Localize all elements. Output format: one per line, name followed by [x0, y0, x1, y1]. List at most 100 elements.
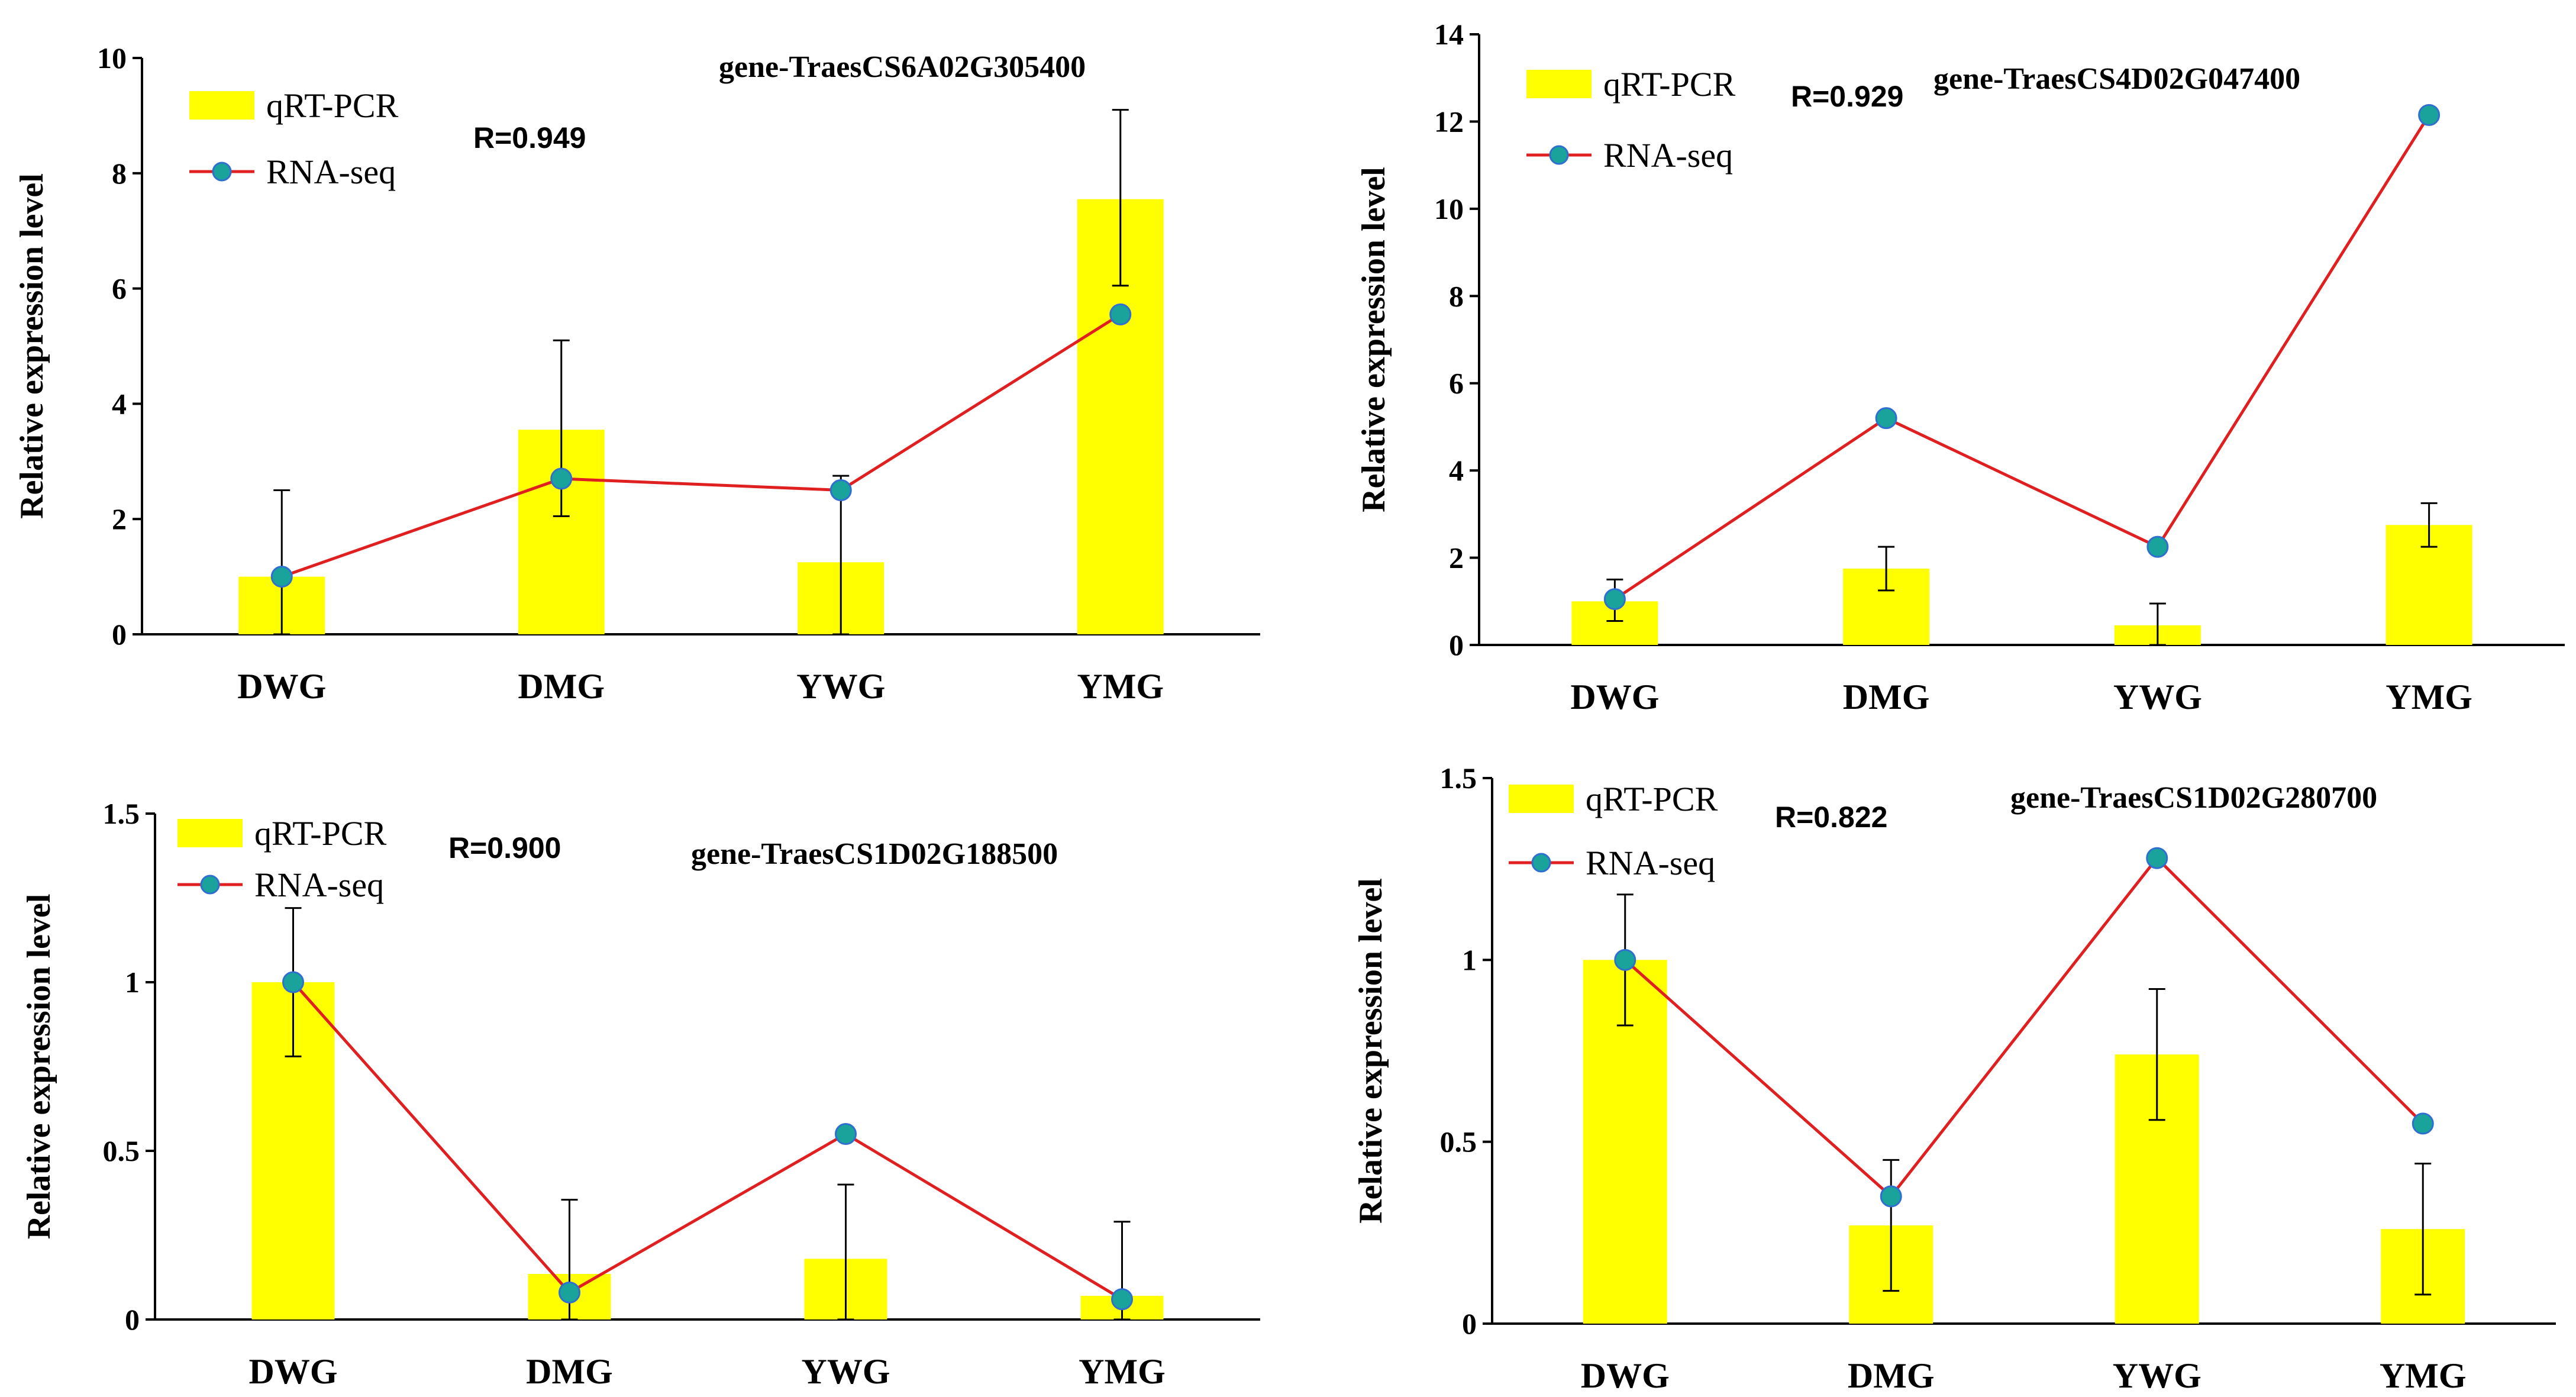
y-tick-label: 14 — [1434, 18, 1464, 51]
rna-seq-point-ymg — [1111, 1288, 1133, 1311]
correlation-label: R=0.822 — [1775, 801, 1887, 834]
legend-line-label: RNA-seq — [266, 153, 396, 191]
rna-seq-point-ywg — [2146, 535, 2169, 558]
legend-bar-swatch — [189, 91, 254, 120]
rna-seq-point-dmg — [559, 1281, 580, 1304]
error-bar-ywg — [2148, 988, 2165, 1121]
y-tick-label: 4 — [1449, 454, 1464, 487]
chart-title: gene-TraesCS4D02G047400 — [1933, 62, 2300, 96]
y-axis-title: Relative expression level — [21, 894, 57, 1240]
chart-panel-1: 0 2 4 6 8 10 Relative expression level DWG DMG YW… — [14, 41, 1260, 706]
y-axis-title: Relative expression level — [1355, 167, 1392, 512]
rna-seq-point-dwg — [282, 971, 304, 993]
rna-seq-point-dwg — [270, 566, 293, 588]
error-bar-ymg — [2420, 502, 2438, 548]
rna-seq-line — [1624, 856, 2425, 1199]
rna-seq-point-dwg — [1603, 588, 1626, 611]
x-category-label: YWG — [802, 1352, 890, 1391]
legend: qRT-PCR RNA-seq — [1526, 65, 1736, 175]
legend-bar-label: qRT-PCR — [254, 814, 387, 853]
rna-seq-point-dwg — [1614, 948, 1636, 971]
x-category-label: DMG — [1848, 1356, 1935, 1395]
rna-seq-line — [281, 313, 1122, 578]
rna-seq-point-dmg — [1880, 1185, 1902, 1208]
x-category-label: DWG — [1581, 1356, 1670, 1395]
y-tick-label: 0 — [1462, 1307, 1477, 1340]
legend-line-label: RNA-seq — [1603, 136, 1733, 175]
legend-line-marker — [212, 162, 232, 182]
y-tick-label: 0 — [1449, 628, 1464, 662]
chart-panel-2: 0 2 4 6 8 10 12 14 Relative expression level DWG D… — [1355, 18, 2565, 717]
error-bar-dmg — [1878, 546, 1895, 592]
y-axis-title: Relative expression level — [1352, 878, 1389, 1224]
chart-title: gene-TraesCS1D02G280700 — [2010, 781, 2377, 815]
legend-bar-label: qRT-PCR — [266, 86, 399, 125]
correlation-label: R=0.900 — [448, 831, 561, 864]
x-category-label: YWG — [2113, 677, 2202, 717]
legend: qRT-PCR RNA-seq — [189, 86, 399, 191]
rna-seq-point-ymg — [2412, 1112, 2434, 1135]
y-tick-label: 12 — [1434, 105, 1464, 138]
x-category-label: YMG — [1079, 1352, 1166, 1391]
x-category-label: DMG — [518, 667, 605, 706]
correlation-label: R=0.949 — [473, 121, 586, 154]
y-tick-label: 0.5 — [1440, 1125, 1477, 1159]
x-category-label: YWG — [796, 667, 885, 706]
legend-line-marker — [1531, 853, 1551, 873]
error-bar-ywg — [2149, 602, 2166, 646]
legend-bar-swatch — [177, 819, 243, 847]
y-tick-label: 4 — [112, 387, 127, 420]
legend: qRT-PCR RNA-seq — [1509, 780, 1718, 882]
error-bar-dmg — [1883, 1159, 1900, 1292]
legend-line-marker — [1549, 145, 1569, 165]
error-bar-ywg — [832, 475, 850, 635]
x-category-label: YWG — [2113, 1356, 2201, 1395]
y-tick-label: 2 — [112, 502, 127, 535]
y-axis-title: Relative expression level — [14, 173, 50, 519]
legend-bar-swatch — [1509, 785, 1574, 813]
rna-seq-line — [292, 981, 1123, 1301]
y-tick-label: 10 — [97, 41, 127, 75]
y-tick-label: 6 — [1449, 367, 1464, 400]
y-tick-label: 0.5 — [103, 1134, 140, 1167]
y-tick-label: 1.5 — [1440, 762, 1477, 795]
y-tick-label: 6 — [112, 272, 127, 305]
chart-panel-3: 0 0.5 1 1.5 Relative expression level DWG DMG Y… — [21, 797, 1260, 1391]
y-tick-label: 8 — [112, 157, 127, 190]
x-category-label: DMG — [526, 1352, 613, 1391]
legend: qRT-PCR RNA-seq — [177, 814, 387, 904]
legend-line-label: RNA-seq — [254, 866, 384, 904]
rna-seq-point-dmg — [550, 467, 573, 490]
x-category-label: DWG — [1570, 677, 1659, 717]
legend-bar-label: qRT-PCR — [1586, 780, 1718, 818]
y-tick-label: 0 — [112, 618, 127, 651]
correlation-label: R=0.929 — [1791, 80, 1903, 113]
chart-title: gene-TraesCS1D02G188500 — [691, 837, 1058, 871]
rna-seq-point-ymg — [2418, 104, 2441, 126]
y-tick-label: 1 — [125, 966, 140, 999]
legend-bar-label: qRT-PCR — [1603, 65, 1736, 104]
chart-panel-4: 0 0.5 1 1.5 Relative expression level DWG DMG Y… — [1352, 762, 2556, 1395]
rna-seq-point-ymg — [1109, 303, 1132, 325]
rna-seq-point-ywg — [2146, 847, 2168, 869]
rna-seq-line — [1613, 114, 2430, 601]
y-tick-label: 2 — [1449, 541, 1464, 575]
x-category-label: YMG — [2380, 1356, 2467, 1395]
y-tick-label: 1.5 — [103, 797, 140, 830]
rna-seq-point-ywg — [829, 479, 852, 501]
x-category-label: YMG — [1077, 667, 1164, 706]
x-category-label: DMG — [1843, 677, 1930, 717]
legend-line-label: RNA-seq — [1586, 844, 1715, 882]
x-category-label: YMG — [2385, 677, 2472, 717]
error-bar-ywg — [837, 1183, 854, 1321]
y-tick-label: 0 — [125, 1303, 140, 1336]
x-category-label: DWG — [249, 1352, 338, 1391]
legend-line-marker — [200, 875, 220, 895]
error-bar-dwg — [273, 489, 290, 635]
chart-title: gene-TraesCS6A02G305400 — [719, 50, 1086, 84]
x-category-label: DWG — [237, 667, 326, 706]
y-tick-label: 10 — [1434, 192, 1464, 225]
error-bar-ymg — [1112, 109, 1129, 287]
legend-bar-swatch — [1526, 70, 1592, 98]
